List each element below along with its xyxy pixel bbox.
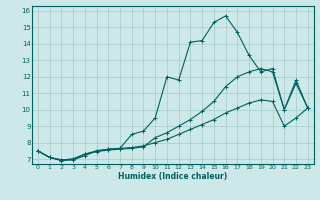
X-axis label: Humidex (Indice chaleur): Humidex (Indice chaleur) [118, 172, 228, 181]
